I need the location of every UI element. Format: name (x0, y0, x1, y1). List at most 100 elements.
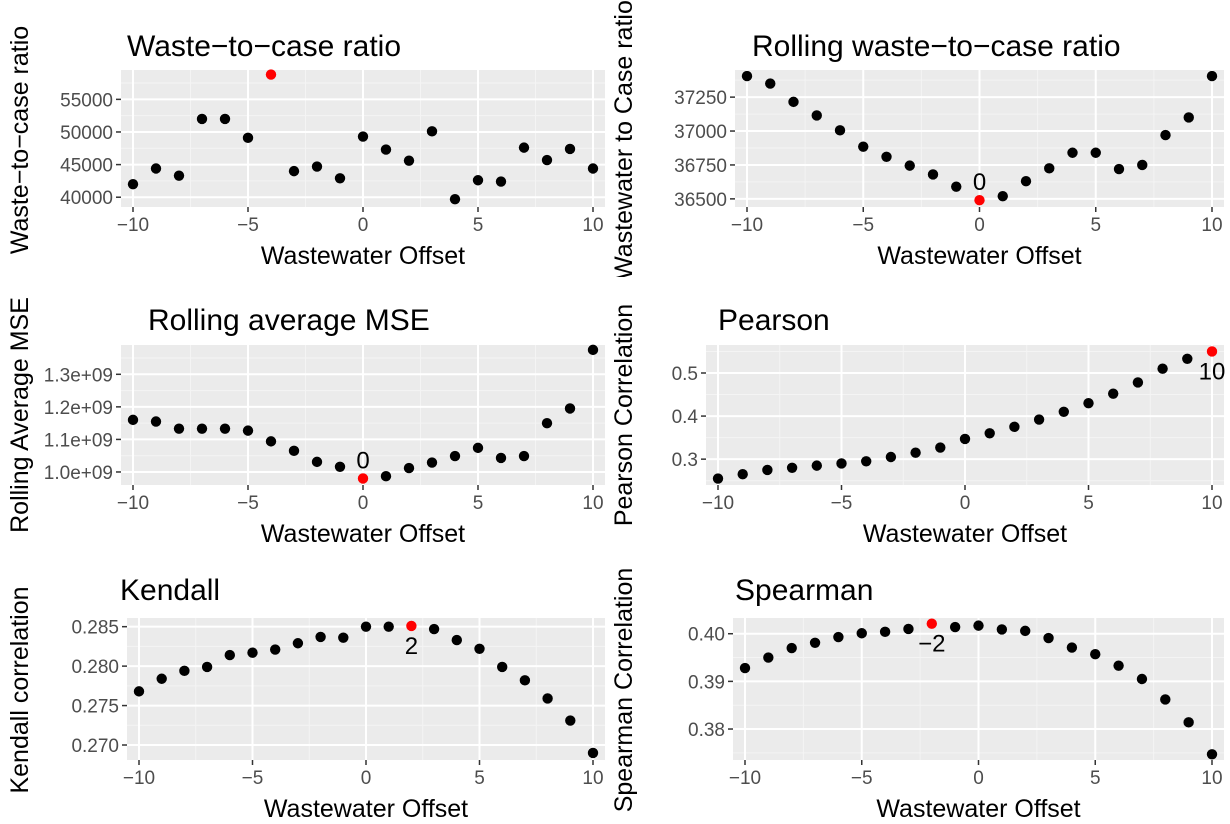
data-point (1183, 112, 1194, 123)
data-point (739, 662, 751, 674)
gridlines (733, 618, 1224, 760)
x-tick-label: 10 (1201, 215, 1222, 236)
data-point (242, 425, 254, 436)
data-point (449, 193, 461, 205)
data-point (224, 649, 235, 661)
data-point (338, 632, 349, 643)
x-tick-label: 10 (582, 493, 603, 514)
data-point (1206, 70, 1218, 82)
data-point (997, 190, 1008, 202)
y-tick-label: 0.3 (672, 450, 698, 471)
data-point (1108, 388, 1119, 399)
y-axis-label: Spearman Correlation (610, 568, 638, 813)
data-point (150, 416, 162, 427)
data-points (712, 346, 1218, 484)
data-point (1043, 632, 1054, 644)
data-point (1157, 363, 1168, 374)
data-point (270, 644, 281, 655)
data-point (587, 747, 599, 759)
y-axis-label-group: Spearman Correlation (610, 568, 638, 813)
data-point (288, 165, 300, 177)
y-tick-label: 0.39 (688, 672, 725, 693)
data-point (741, 70, 753, 82)
y-tick-label: 36750 (674, 156, 727, 177)
data-point (949, 621, 961, 633)
data-point (1083, 397, 1094, 409)
y-tick-label: 36500 (674, 190, 727, 211)
data-point (737, 469, 748, 480)
y-axis-label-group: Rolling Average MSE (6, 297, 34, 533)
data-point (541, 154, 553, 166)
data-point (762, 464, 773, 476)
data-point (426, 457, 438, 468)
y-axis-label: Wastewater to Case ratio (610, 0, 638, 280)
data-point (1009, 421, 1020, 433)
data-point (1067, 147, 1078, 158)
data-point (1160, 694, 1171, 705)
y-tick-label: 0.280 (71, 657, 119, 678)
data-point (836, 458, 847, 469)
x-tick-label: −10 (117, 493, 149, 514)
y-tick-label: 1.1e+09 (44, 430, 113, 451)
data-point (1183, 717, 1194, 728)
data-point (472, 442, 484, 454)
data-point (474, 643, 485, 654)
x-tick-label: 5 (1090, 768, 1101, 789)
y-tick-label: 1.0e+09 (44, 463, 113, 484)
x-tick-label: −10 (123, 768, 155, 789)
panel-5: −10 −5 0 5 10 0.38 0.39 0.40 −2 Spearman Wastewate… (610, 568, 1224, 823)
data-point (518, 450, 530, 462)
data-point (1090, 147, 1101, 158)
y-axis-label-group: Waste−to−case ratio (6, 26, 34, 254)
data-point (856, 628, 867, 639)
data-point (127, 178, 139, 190)
data-point (587, 163, 599, 174)
highlight-point (265, 69, 277, 80)
data-point (811, 110, 822, 121)
panel-title: Pearson (718, 304, 830, 337)
data-point (472, 175, 484, 186)
x-tick-label: −10 (702, 493, 734, 514)
data-point (910, 447, 921, 458)
data-point (542, 693, 553, 704)
data-point (334, 461, 346, 472)
data-point (786, 642, 797, 654)
x-tick-label: −10 (729, 768, 761, 789)
highlight-point (974, 195, 985, 206)
x-tick-label: 0 (960, 493, 971, 514)
highlight-label: 0 (973, 169, 986, 196)
data-point (219, 423, 231, 434)
data-point (311, 161, 323, 172)
data-point (833, 631, 844, 643)
data-point (788, 96, 799, 108)
data-point (1136, 673, 1148, 685)
x-tick-label: 10 (582, 215, 603, 236)
y-tick-label: 1.2e+09 (44, 398, 113, 419)
panel-title: Kendall (120, 574, 220, 607)
data-point (360, 621, 372, 632)
y-axis-label: Waste−to−case ratio (6, 26, 34, 254)
data-point (903, 623, 914, 635)
data-point (383, 621, 394, 632)
data-points (739, 618, 1218, 760)
y-axis-label: Rolling Average MSE (6, 297, 34, 533)
data-point (1113, 163, 1125, 175)
y-axis-label-group: Pearson Correlation (610, 304, 638, 526)
data-point (786, 462, 798, 473)
data-point (885, 451, 897, 463)
x-tick-label: −5 (852, 215, 874, 236)
x-tick-label: 5 (1090, 215, 1101, 236)
highlight-point (926, 618, 937, 629)
data-point (1160, 129, 1171, 141)
data-point (426, 126, 438, 137)
x-tick-label: −5 (237, 493, 259, 514)
x-axis-label: Wastewater Offset (863, 520, 1067, 548)
x-tick-label: 5 (473, 215, 484, 236)
x-tick-label: 5 (473, 493, 484, 514)
y-tick-label: 0.38 (688, 720, 725, 741)
data-point (519, 675, 531, 686)
x-axis-label: Wastewater Offset (264, 795, 468, 823)
y-tick-label: 40000 (60, 188, 113, 209)
x-tick-label: 0 (974, 215, 985, 236)
x-tick-label: 5 (1083, 493, 1094, 514)
